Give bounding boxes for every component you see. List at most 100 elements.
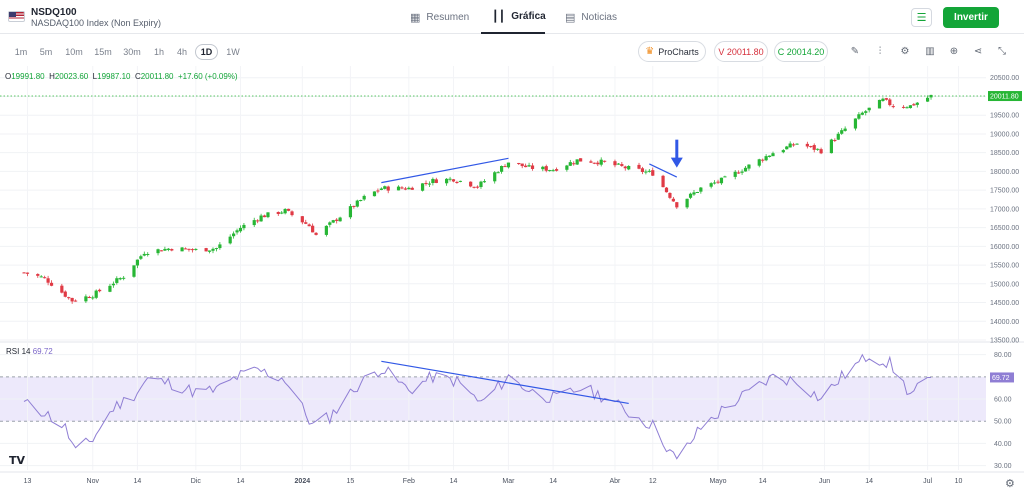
indicators-icon[interactable]: ⫶: [878, 45, 882, 57]
time-tick-label: Feb: [403, 478, 415, 485]
chart-area[interactable]: 13500.00 14000.00 14500.00 15000.00 15500.00…: [0, 66, 1024, 494]
price-tick-label: 18000.00: [990, 169, 1019, 176]
candle-body-up: [695, 191, 700, 193]
candle-body-up: [506, 162, 511, 168]
tab-chart[interactable]: ┃┃ Gráfica: [481, 0, 546, 34]
timeframe-1m[interactable]: 1m: [14, 47, 28, 57]
news-icon: ▤: [565, 11, 576, 24]
candle-body-up: [699, 187, 703, 192]
candle-body-up: [94, 290, 98, 298]
candle-body-down: [589, 161, 593, 163]
timeframe-1d[interactable]: 1D: [195, 44, 218, 60]
tab-news[interactable]: ▤ Noticias: [565, 0, 617, 34]
candle-body-down: [716, 181, 720, 183]
tab-summary-label: Resumen: [426, 11, 470, 23]
candle-body-up: [709, 183, 713, 187]
candle-body-down: [675, 202, 679, 208]
candle-body-up: [122, 277, 126, 279]
tradingview-logo-icon: 𝗧𝗩: [9, 455, 26, 467]
candle-body-down: [671, 198, 675, 202]
time-tick-label: Jun: [819, 478, 830, 485]
candle-body-up: [194, 248, 198, 250]
candle-body-up: [740, 171, 744, 173]
candle-body-down: [403, 188, 407, 190]
candle-body-down: [290, 211, 294, 216]
candle-body-up: [362, 195, 366, 200]
candle-body-up: [712, 182, 717, 184]
candle-body-up: [482, 181, 487, 183]
candle-body-up: [407, 187, 411, 190]
candle-body-down: [43, 277, 47, 279]
candle-body-down: [661, 175, 665, 188]
candle-body-down: [46, 278, 50, 283]
collapse-icon[interactable]: ⤡: [998, 45, 1006, 57]
buy-price-button[interactable]: C 20014.20: [774, 41, 828, 62]
rsi-tick-label: 60.00: [994, 397, 1012, 404]
candle-body-down: [314, 232, 318, 235]
timeframe-15m[interactable]: 15m: [94, 47, 112, 57]
price-tick-label: 18500.00: [990, 150, 1019, 157]
open-value: 19991.80: [11, 72, 45, 81]
timeframe-5m[interactable]: 5m: [39, 47, 53, 57]
candle-body-down: [613, 161, 617, 166]
price-tick-label: 17000.00: [990, 206, 1019, 213]
candle-body-up: [338, 217, 342, 222]
candle-body-down: [637, 164, 641, 169]
candle-body-up: [156, 249, 160, 254]
bar-chart-icon[interactable]: ▥: [925, 45, 935, 57]
tab-summary[interactable]: ▦ Resumen: [410, 0, 469, 34]
candle-body-up: [688, 193, 693, 198]
open-key: O: [5, 72, 12, 81]
time-tick-label: Dic: [191, 478, 202, 485]
price-tick-label: 16000.00: [990, 244, 1019, 251]
candle-body-down: [554, 169, 559, 171]
candle-body-up: [328, 222, 332, 225]
candle-body-up: [448, 178, 452, 180]
add-icon[interactable]: ⊕: [949, 45, 959, 57]
candle-body-down: [159, 250, 164, 252]
us-flag-icon: [8, 11, 25, 22]
share-icon[interactable]: ⋖: [973, 45, 983, 57]
prochart-button[interactable]: ♛ ProCharts: [638, 41, 706, 62]
candle-body-up: [431, 178, 435, 184]
candle-body-down: [469, 181, 473, 187]
candle-body-up: [551, 170, 555, 172]
candle-body-up: [252, 220, 256, 226]
chart-settings-icon[interactable]: ⚙: [1005, 478, 1015, 490]
invest-button[interactable]: Invertir: [943, 7, 999, 28]
close-value: 20011.80: [140, 72, 174, 81]
candle-body-up: [211, 248, 215, 251]
price-chart[interactable]: 13500.00 14000.00 14500.00 15000.00 15500.00…: [0, 66, 1024, 494]
candle-body-up: [565, 165, 569, 170]
timeframe-4h[interactable]: 4h: [176, 47, 187, 57]
candle-body-down: [901, 106, 906, 108]
time-tick-label: Nov: [87, 478, 100, 485]
candle-body-up: [479, 181, 483, 187]
timeframe-30m[interactable]: 30m: [123, 47, 141, 57]
timeframe-1w[interactable]: 1W: [226, 47, 240, 57]
ohlc-readout: O19991.80 H20023.60 L19987.10 C20011.80 …: [5, 72, 238, 81]
candle-body-down: [592, 162, 596, 164]
candle-body-down: [22, 272, 26, 274]
candle-body-up: [764, 156, 768, 161]
time-tick-label: 2024: [295, 478, 311, 485]
candle-body-up: [599, 159, 603, 165]
candle-body-down: [70, 297, 74, 302]
candle-body-up: [692, 192, 696, 195]
timeframe-10m[interactable]: 10m: [65, 47, 83, 57]
candle-body-up: [840, 130, 844, 134]
add-to-watchlist-button[interactable]: ☰: [911, 8, 932, 27]
pencil-icon[interactable]: ✎: [850, 45, 860, 57]
settings-icon[interactable]: ⚙: [900, 45, 910, 57]
candle-body-down: [87, 296, 91, 298]
candle-body-down: [190, 249, 194, 251]
candle-body-up: [881, 98, 885, 101]
prochart-label: ProCharts: [658, 46, 699, 57]
sell-price-button[interactable]: V 20011.80: [714, 41, 768, 62]
candle-body-down: [623, 166, 627, 169]
rsi-last-label: 69.72: [992, 375, 1010, 382]
candles-icon: ┃┃: [492, 10, 506, 23]
timeframe-1h[interactable]: 1h: [153, 47, 164, 57]
price-trendline: [649, 163, 678, 178]
candle-body-up: [493, 172, 497, 182]
